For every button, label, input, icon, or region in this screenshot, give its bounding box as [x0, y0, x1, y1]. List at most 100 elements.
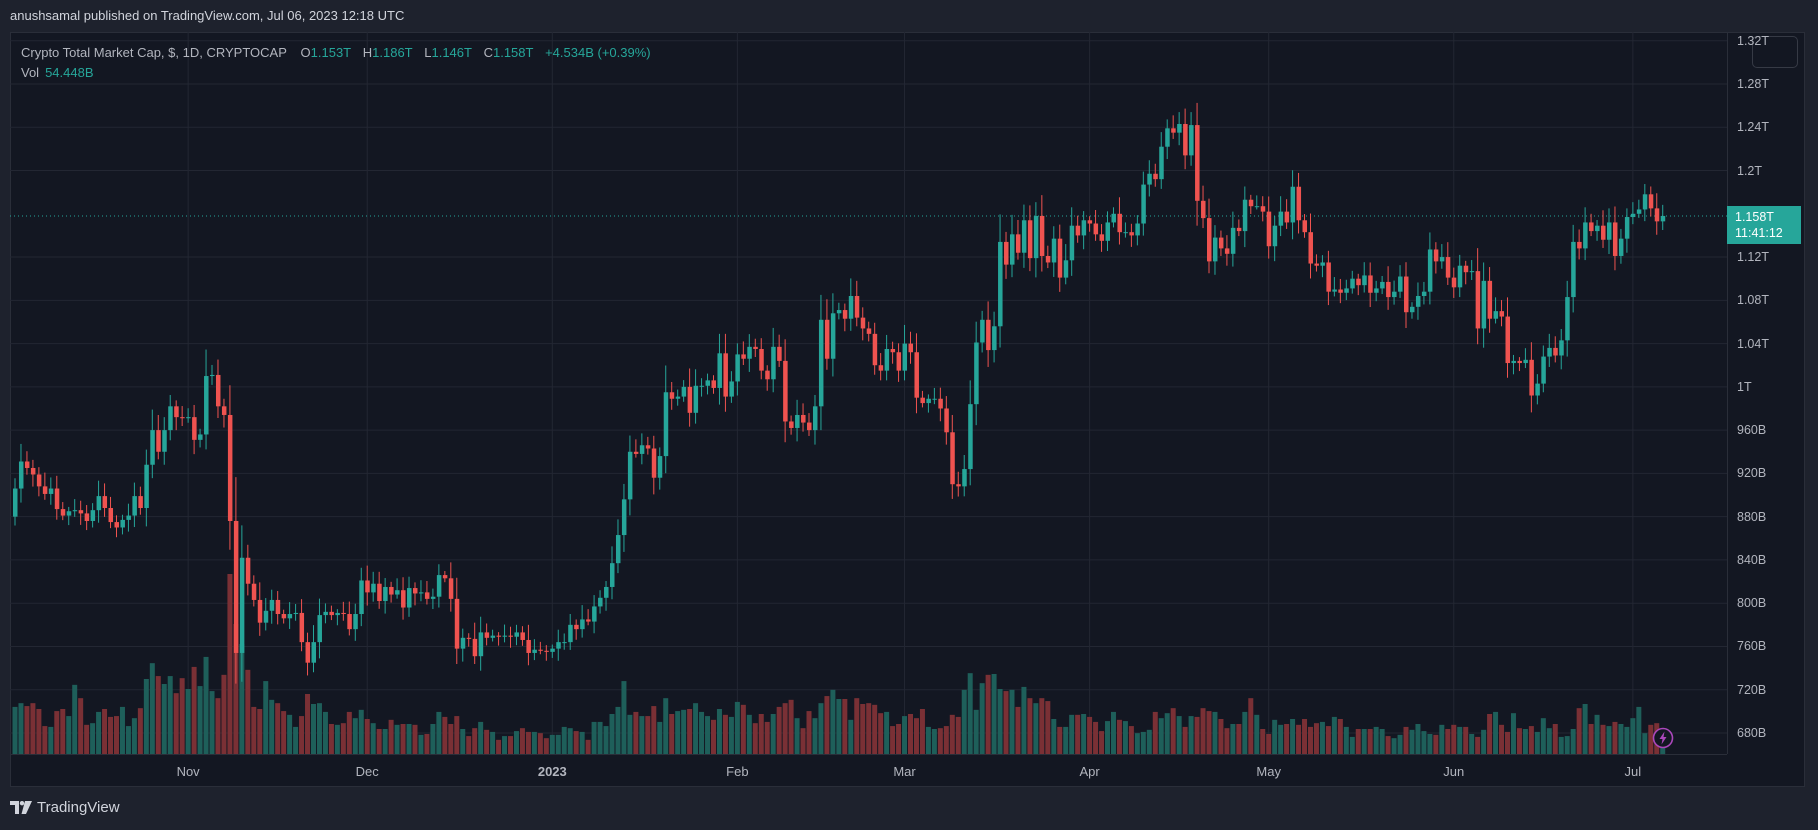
candle-body: [1284, 211, 1290, 223]
volume-bar: [890, 726, 896, 754]
volume-bar: [633, 711, 639, 754]
volume-bar: [155, 676, 161, 754]
volume-label[interactable]: Vol: [21, 65, 40, 80]
volume-bar: [1391, 738, 1397, 754]
candle-body: [233, 520, 239, 653]
volume-bar: [119, 706, 125, 754]
volume-bar: [1134, 733, 1140, 754]
symbol-title[interactable]: Crypto Total Market Cap, $, 1D, CRYPTOCA…: [21, 45, 287, 60]
volume-bar: [490, 731, 496, 754]
volume-bar: [12, 706, 18, 754]
volume-bar: [1528, 726, 1534, 754]
volume-bar: [555, 734, 561, 754]
candle-body: [1051, 238, 1057, 263]
volume-bar: [466, 736, 472, 754]
volume-bar: [752, 723, 758, 754]
volume-bar: [525, 731, 531, 754]
price-axis[interactable]: 1.32T 1.28T 1.24T 1.2T 1.12T 1.08T 1.04T 1T 960B…: [1727, 32, 1806, 754]
volume-bar: [430, 724, 436, 754]
candle-body: [48, 488, 54, 494]
candlestick-chart[interactable]: [10, 32, 1727, 754]
volume-bar: [96, 711, 102, 754]
candle-body: [580, 619, 585, 630]
volume-bar: [1510, 713, 1516, 754]
volume-bar: [1319, 721, 1325, 754]
candle-body: [633, 451, 639, 454]
candle-body: [168, 406, 173, 431]
candle-body: [1147, 173, 1152, 185]
volume-bar: [919, 709, 925, 754]
volume-bar: [1630, 718, 1636, 754]
time-axis[interactable]: Nov Dec 2023 Feb Mar Apr May Jun Jul: [10, 754, 1727, 788]
volume-bar: [72, 684, 78, 754]
candle-body: [1009, 234, 1015, 265]
candle-body: [1236, 227, 1242, 232]
volume-bar: [651, 706, 657, 754]
candle-body: [329, 611, 334, 616]
volume-bar: [806, 711, 812, 754]
volume-bar: [508, 736, 514, 754]
candle-body: [980, 319, 985, 343]
candle-body: [1260, 206, 1266, 212]
candle-body: [1057, 238, 1063, 278]
volume-bar: [1648, 724, 1654, 754]
candle-body: [263, 610, 269, 623]
volume-bar: [913, 718, 919, 754]
candle-body: [1571, 241, 1576, 298]
volume-bar: [478, 721, 484, 754]
volume-bar: [364, 719, 370, 754]
volume-bar: [137, 708, 143, 754]
candle-body: [1308, 232, 1313, 264]
candle-body: [347, 614, 352, 630]
candle-body: [568, 624, 573, 643]
candle-body: [675, 396, 681, 399]
candle-body: [1612, 222, 1618, 256]
candle-body: [1063, 260, 1069, 278]
candle-body: [807, 422, 812, 431]
candle-body: [693, 385, 699, 413]
candle-body: [36, 474, 42, 487]
candle-body: [1553, 347, 1558, 356]
candle-body: [896, 352, 902, 371]
lightning-icon[interactable]: [1652, 727, 1674, 749]
candle-body: [914, 352, 919, 398]
volume-bar: [281, 711, 287, 754]
volume-bar: [567, 728, 573, 754]
volume-bar: [1636, 706, 1642, 754]
volume-bar: [961, 689, 967, 754]
volume-bar: [1200, 708, 1206, 754]
volume-bar: [896, 724, 902, 754]
volume-bar: [1009, 689, 1015, 754]
publish-info: anushsamal published on TradingView.com,…: [10, 8, 405, 23]
candle-body: [1529, 359, 1534, 396]
volume-bar: [1499, 724, 1505, 754]
volume-bar: [722, 714, 728, 754]
volume-bar: [269, 699, 275, 754]
volume-bar: [1224, 728, 1230, 754]
candle-body: [932, 398, 937, 400]
candle-body: [986, 319, 991, 351]
candle-body: [1039, 215, 1045, 256]
candle-body: [102, 496, 108, 509]
candle-body: [884, 348, 890, 371]
candle-body: [1565, 297, 1570, 341]
candle-body: [54, 488, 60, 510]
volume-bar: [1146, 729, 1152, 754]
candle-body: [854, 295, 860, 318]
volume-bar: [167, 676, 173, 754]
candle-body: [741, 354, 746, 359]
candle-body: [287, 614, 293, 619]
candle-body: [484, 632, 490, 638]
candle-body: [1660, 215, 1666, 222]
volume-bar: [1463, 726, 1469, 754]
candle-body: [1427, 249, 1433, 292]
axis-settings-box[interactable]: [1752, 36, 1798, 68]
tradingview-logo[interactable]: TradingView: [10, 799, 120, 816]
volume-bar: [484, 729, 490, 754]
volume-bar: [1552, 724, 1558, 754]
candle-body: [1499, 311, 1505, 317]
candle-body: [610, 563, 615, 587]
candle-body: [842, 310, 848, 319]
candle-body: [908, 343, 913, 353]
candle-body: [1409, 306, 1415, 313]
